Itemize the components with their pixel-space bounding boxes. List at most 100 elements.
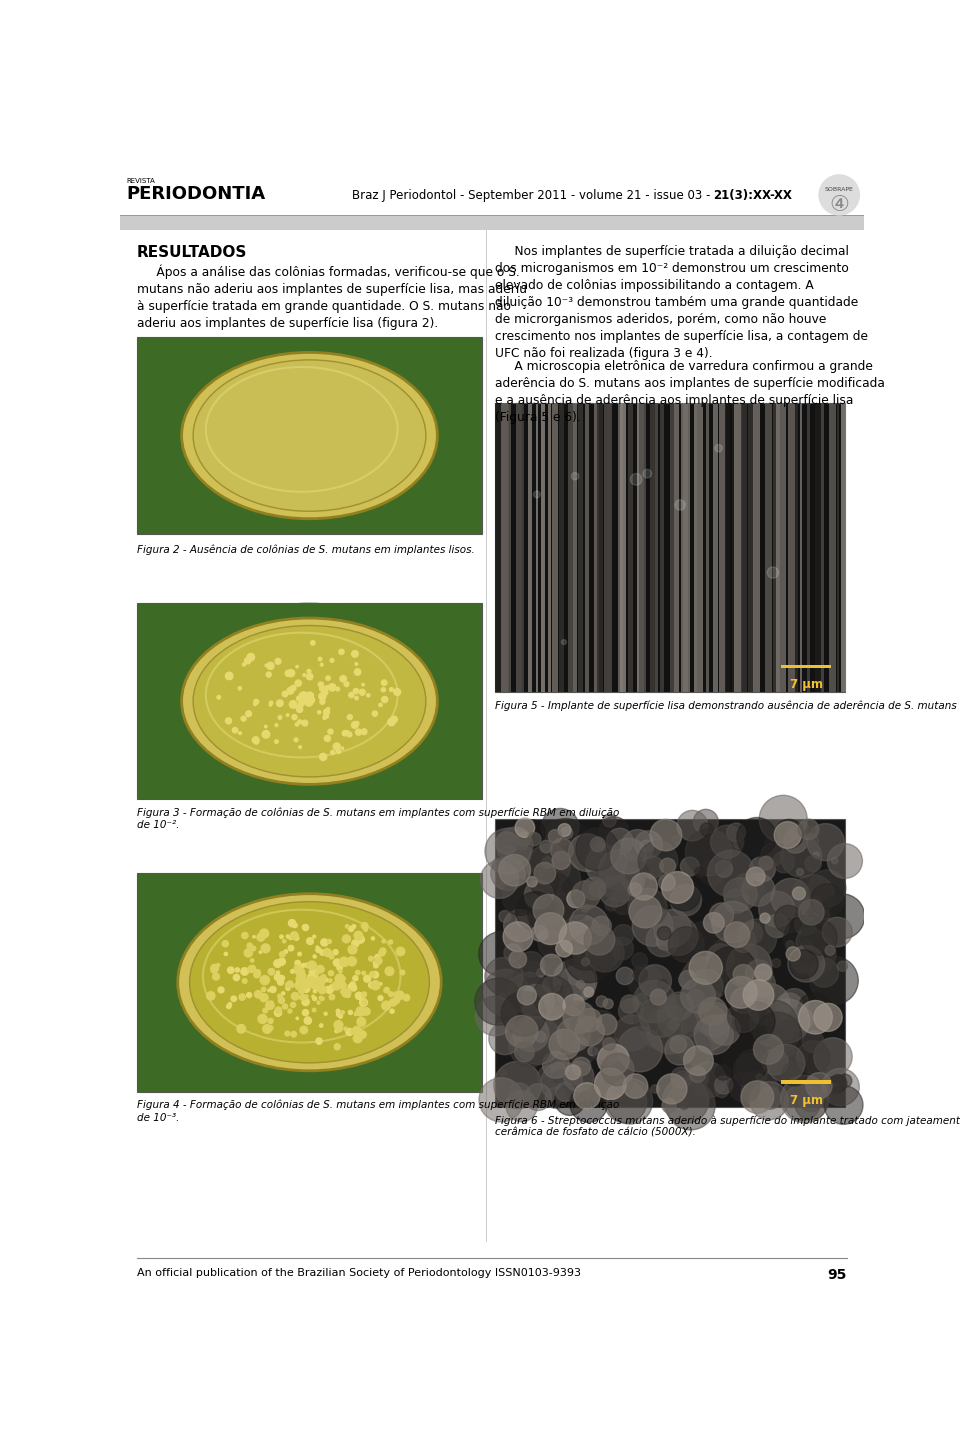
Circle shape [243, 663, 246, 666]
Circle shape [479, 932, 523, 977]
Circle shape [373, 964, 378, 968]
Circle shape [574, 951, 587, 964]
Circle shape [312, 978, 319, 985]
Text: ④: ④ [829, 195, 850, 215]
Circle shape [762, 1048, 788, 1075]
Circle shape [355, 729, 362, 735]
Circle shape [681, 957, 728, 1004]
Ellipse shape [162, 603, 457, 800]
Circle shape [715, 444, 722, 453]
Circle shape [317, 978, 324, 987]
Bar [508, 402, 511, 692]
Bar [568, 402, 572, 692]
Circle shape [252, 947, 255, 951]
Circle shape [796, 935, 836, 974]
Bar [773, 402, 776, 692]
Circle shape [773, 851, 795, 874]
Circle shape [527, 843, 570, 888]
Ellipse shape [181, 352, 438, 518]
Circle shape [302, 720, 308, 726]
Bar [734, 402, 742, 692]
Circle shape [562, 640, 566, 644]
Circle shape [293, 924, 298, 928]
Circle shape [737, 919, 777, 958]
Circle shape [798, 992, 832, 1027]
Circle shape [241, 716, 246, 722]
Circle shape [603, 1000, 613, 1008]
Circle shape [658, 995, 703, 1040]
Circle shape [513, 1017, 549, 1051]
Circle shape [335, 1030, 339, 1032]
Circle shape [622, 829, 654, 862]
Circle shape [278, 958, 285, 965]
Circle shape [304, 1017, 311, 1024]
Circle shape [381, 680, 387, 686]
Circle shape [727, 823, 746, 842]
Circle shape [263, 1024, 272, 1034]
Circle shape [260, 994, 268, 1002]
Text: Ápos a análise das colônias formadas, verificou-se que o S.
mutans não aderiu ao: Ápos a análise das colônias formadas, ve… [137, 265, 527, 329]
Circle shape [302, 995, 307, 1000]
Circle shape [548, 915, 560, 927]
Circle shape [788, 945, 825, 982]
Circle shape [557, 1018, 590, 1053]
Circle shape [556, 941, 572, 957]
Circle shape [268, 1025, 273, 1030]
Text: 21(3):XX-XX: 21(3):XX-XX [713, 189, 792, 202]
Circle shape [318, 985, 326, 994]
Circle shape [248, 967, 253, 972]
Bar [655, 402, 658, 692]
Circle shape [540, 954, 563, 977]
Circle shape [346, 1028, 353, 1035]
Circle shape [597, 1044, 629, 1075]
Circle shape [319, 657, 322, 660]
Bar [694, 402, 698, 692]
Circle shape [360, 998, 368, 1007]
Circle shape [242, 978, 247, 984]
Circle shape [311, 699, 314, 700]
Circle shape [597, 1037, 622, 1061]
Circle shape [351, 722, 358, 729]
Circle shape [628, 965, 661, 998]
Circle shape [300, 979, 303, 984]
Circle shape [237, 1024, 246, 1032]
Circle shape [307, 700, 310, 703]
Circle shape [276, 1007, 281, 1014]
Circle shape [515, 1042, 535, 1061]
Circle shape [309, 979, 316, 987]
Circle shape [296, 977, 301, 982]
Circle shape [294, 737, 298, 742]
Circle shape [537, 872, 572, 908]
Circle shape [810, 884, 844, 916]
Circle shape [789, 949, 818, 978]
Circle shape [640, 841, 653, 852]
Circle shape [581, 904, 589, 912]
Circle shape [302, 978, 310, 985]
Circle shape [658, 979, 667, 990]
Circle shape [593, 1037, 622, 1065]
Circle shape [382, 939, 385, 942]
Circle shape [796, 928, 825, 957]
Bar [594, 402, 599, 692]
Circle shape [613, 925, 634, 945]
Circle shape [750, 856, 776, 882]
Circle shape [565, 1065, 581, 1080]
Text: A microscopia eletrônica de varredura confirmou a grande
aderência do S. mutans : A microscopia eletrônica de varredura co… [495, 361, 885, 424]
Circle shape [261, 944, 270, 952]
Circle shape [369, 957, 373, 961]
Circle shape [743, 979, 774, 1010]
Circle shape [275, 740, 278, 743]
Circle shape [684, 1045, 713, 1075]
Circle shape [632, 952, 648, 968]
Circle shape [324, 709, 329, 715]
Bar [495, 819, 846, 1107]
Circle shape [583, 878, 606, 901]
Circle shape [289, 937, 292, 939]
Bar [536, 402, 539, 692]
Circle shape [496, 828, 533, 863]
Circle shape [601, 1054, 634, 1085]
Circle shape [731, 988, 756, 1014]
Circle shape [389, 939, 393, 944]
Circle shape [737, 818, 777, 856]
Circle shape [294, 935, 299, 941]
